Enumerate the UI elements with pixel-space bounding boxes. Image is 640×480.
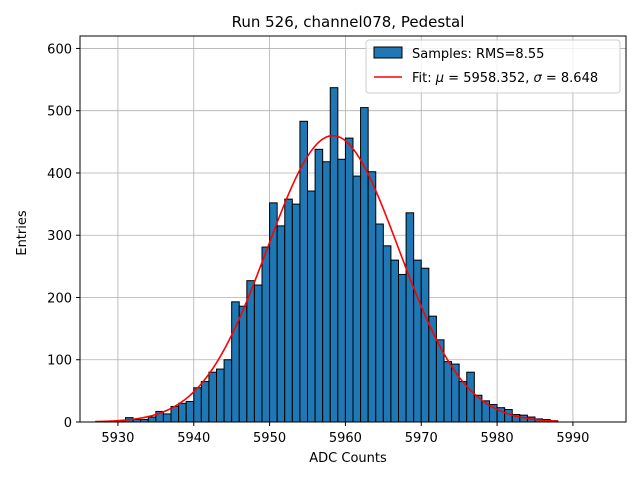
x-tick-label: 5940 — [177, 431, 210, 446]
plot-frame — [79, 35, 627, 423]
histogram-bar — [504, 409, 513, 423]
histogram-bar — [307, 190, 316, 423]
fit-curve-layer — [95, 134, 558, 423]
y-tick-label: 500 — [47, 105, 72, 120]
histogram-bar — [185, 400, 195, 423]
histogram-bar — [147, 416, 157, 423]
histogram-bar — [276, 225, 286, 423]
chart-title: Run 526, channel078, Pedestal — [232, 13, 465, 31]
histogram-bar — [193, 387, 202, 423]
histogram-bar — [352, 175, 362, 423]
y-axis-label: Entries — [15, 210, 30, 256]
histogram-bar — [208, 371, 218, 423]
x-axis-label: ADC Counts — [309, 451, 387, 466]
histogram-bar — [223, 359, 233, 423]
histogram-bar — [170, 405, 180, 423]
histogram-bar — [329, 87, 339, 423]
histogram-bar — [284, 198, 293, 423]
histogram-bar — [314, 148, 324, 423]
legend-swatch-samples — [373, 46, 403, 59]
histogram-bar — [375, 223, 384, 423]
histogram-bar — [246, 280, 255, 423]
y-tick-label: 600 — [47, 42, 72, 57]
histogram-bar — [344, 137, 354, 423]
legend-label-samples: Samples: RMS=8.55 — [412, 47, 544, 62]
histogram-bar — [367, 171, 377, 423]
histogram-bar — [269, 202, 278, 423]
histogram-bar — [162, 413, 172, 423]
legend-box — [365, 39, 621, 94]
y-tick-label: 200 — [47, 291, 72, 306]
histogram-bar — [466, 371, 475, 423]
histogram-bar — [360, 107, 369, 423]
y-axis-ticks: 0 100 200 300 400 500 600 — [47, 42, 80, 431]
legend: Samples: RMS=8.55 Fit: μ = 5958.352, σ =… — [365, 39, 621, 94]
histogram-bar — [443, 361, 453, 423]
legend-label-fit: Fit: μ = 5958.352, σ = 8.648 — [412, 71, 598, 86]
histogram-bar — [390, 259, 399, 423]
histogram-bar — [398, 273, 407, 423]
y-tick-label: 400 — [47, 167, 72, 182]
histogram-bar — [420, 267, 430, 423]
histogram-bar — [405, 212, 415, 423]
histogram-bar — [458, 381, 468, 423]
y-tick-label: 100 — [47, 354, 72, 369]
x-axis-ticks: 5930 5940 5950 5960 5970 5980 5990 — [101, 422, 589, 446]
histogram-bar — [413, 259, 422, 423]
histogram-bar — [200, 381, 210, 423]
x-tick-label: 5970 — [405, 431, 438, 446]
histogram-bar — [253, 284, 263, 423]
histogram-bar — [216, 368, 225, 423]
y-tick-label: 0 — [64, 416, 72, 431]
histogram-bar — [178, 402, 187, 423]
gaussian-fit-curve — [95, 134, 558, 423]
x-tick-label: 5960 — [329, 431, 362, 446]
histogram-bar — [238, 305, 248, 423]
x-tick-label: 5990 — [556, 431, 589, 446]
histogram-bar — [322, 161, 331, 423]
histogram-bar — [291, 203, 301, 423]
x-tick-label: 5950 — [253, 431, 286, 446]
x-tick-label: 5930 — [101, 431, 134, 446]
x-tick-label: 5980 — [481, 431, 514, 446]
y-tick-label: 300 — [47, 229, 72, 244]
histogram-bar — [337, 158, 346, 423]
histogram-bar — [261, 246, 271, 423]
histogram-bar — [382, 245, 392, 423]
